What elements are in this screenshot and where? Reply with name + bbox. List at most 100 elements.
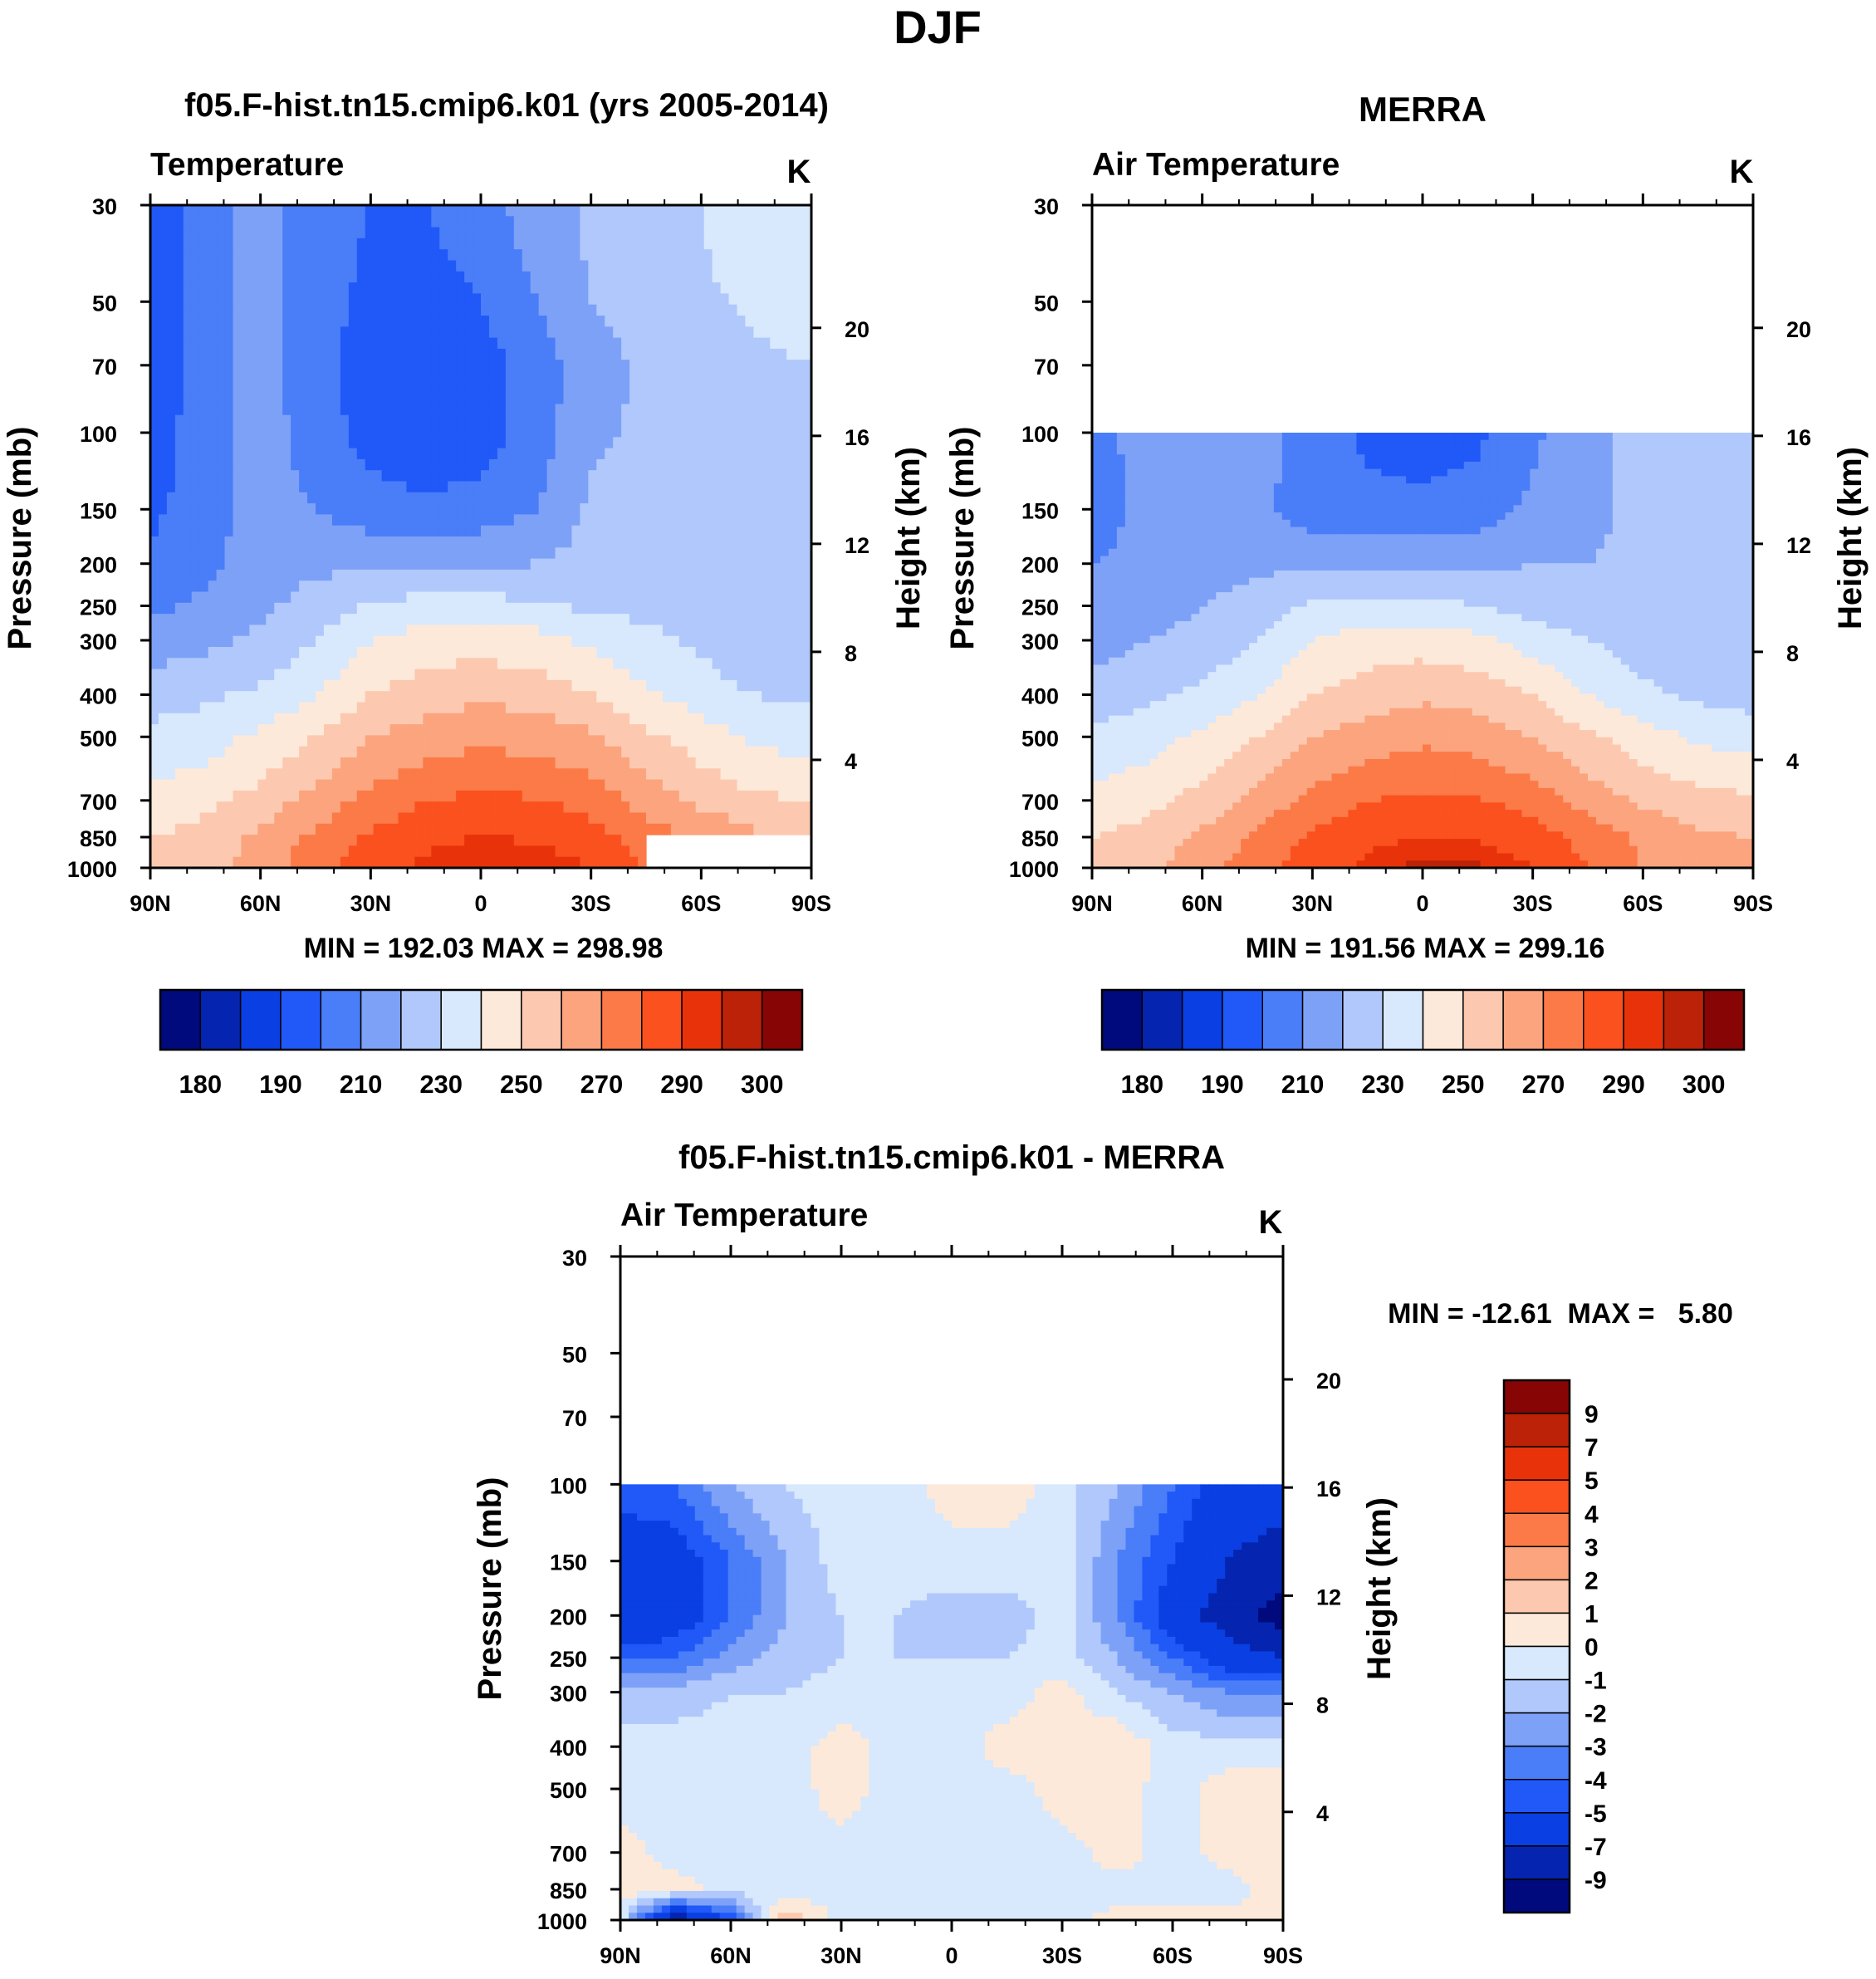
field-cell	[431, 823, 440, 835]
field-cell	[522, 426, 531, 438]
field-cell	[605, 746, 614, 758]
field-cell	[340, 293, 350, 306]
field-cell	[291, 205, 300, 217]
field-cell	[183, 514, 193, 527]
field-cell	[266, 458, 275, 471]
field-cell	[588, 227, 597, 239]
field-cell	[216, 293, 226, 306]
field-cell	[497, 238, 507, 250]
field-cell	[389, 757, 399, 769]
field-cell	[555, 404, 565, 416]
field-cell	[720, 525, 730, 537]
field-cell	[695, 271, 705, 283]
field-cell	[703, 768, 713, 781]
field-cell	[191, 426, 201, 438]
field-cell	[563, 569, 573, 581]
field-cell	[745, 724, 754, 736]
field-cell	[224, 260, 234, 272]
field-cell	[423, 835, 432, 846]
field-cell	[505, 658, 515, 670]
field-cell	[299, 381, 308, 394]
field-cell	[323, 227, 333, 239]
field-cell	[538, 536, 548, 548]
field-cell	[431, 381, 440, 394]
field-cell	[158, 625, 168, 637]
field-cell	[266, 812, 275, 825]
field-cell	[266, 768, 275, 781]
field-cell	[596, 481, 605, 493]
field-cell	[522, 679, 531, 692]
field-cell	[274, 691, 283, 703]
field-cell	[291, 691, 300, 703]
field-cell	[646, 216, 655, 228]
pressure-tick-label: 850	[80, 826, 117, 851]
field-cell	[166, 216, 176, 228]
field-cell	[150, 404, 159, 416]
field-cell	[488, 492, 498, 504]
field-cell	[538, 414, 548, 427]
field-cell	[406, 514, 415, 527]
field-cell	[1323, 439, 1333, 448]
field-cell	[488, 282, 498, 294]
field-cell	[241, 835, 250, 846]
field-cell	[505, 470, 515, 483]
field-cell	[291, 547, 300, 560]
field-cell	[621, 823, 630, 835]
field-cell	[605, 757, 614, 769]
field-cell	[670, 249, 680, 262]
field-cell	[613, 470, 622, 483]
field-cell	[803, 481, 812, 493]
field-cell	[456, 679, 465, 692]
field-cell	[662, 702, 672, 714]
field-cell	[720, 658, 730, 670]
field-cell	[348, 492, 358, 504]
field-cell	[1588, 439, 1597, 448]
field-cell	[662, 448, 672, 460]
field-cell	[638, 625, 647, 637]
field-cell	[638, 602, 647, 615]
field-cell	[414, 591, 424, 604]
field-cell	[439, 316, 448, 327]
field-cell	[473, 735, 482, 747]
field-cell	[216, 525, 226, 537]
field-cell	[770, 757, 779, 769]
field-cell	[365, 702, 375, 714]
field-cell	[555, 691, 565, 703]
field-cell	[580, 779, 589, 791]
field-cell	[274, 216, 283, 228]
field-cell	[646, 591, 655, 604]
field-cell	[249, 282, 258, 294]
field-cell	[488, 779, 498, 791]
field-cell	[266, 481, 275, 493]
field-cell	[703, 746, 713, 758]
field-cell	[770, 614, 779, 625]
field-cell	[291, 856, 300, 869]
field-cell	[199, 238, 209, 250]
field-cell	[530, 227, 540, 239]
field-cell	[770, 249, 779, 262]
field-cell	[795, 702, 804, 714]
field-cell	[778, 735, 787, 747]
field-cell	[778, 414, 787, 427]
field-cell	[613, 326, 622, 339]
field-cell	[389, 216, 399, 228]
field-cell	[720, 558, 730, 571]
field-cell	[414, 558, 424, 571]
field-cell	[274, 746, 283, 758]
field-cell	[423, 635, 432, 648]
field-cell	[456, 282, 465, 294]
field-cell	[695, 414, 705, 427]
field-cell	[299, 558, 308, 571]
field-cell	[448, 525, 457, 537]
field-cell	[233, 801, 242, 814]
field-cell	[762, 326, 771, 339]
field-cell	[398, 536, 408, 548]
field-cell	[596, 492, 605, 504]
field-cell	[530, 614, 540, 625]
field-cell	[249, 856, 258, 869]
field-cell	[555, 216, 565, 228]
field-cell	[497, 669, 507, 681]
field-cell	[571, 271, 580, 283]
field-cell	[786, 790, 796, 802]
field-cell	[431, 514, 440, 527]
